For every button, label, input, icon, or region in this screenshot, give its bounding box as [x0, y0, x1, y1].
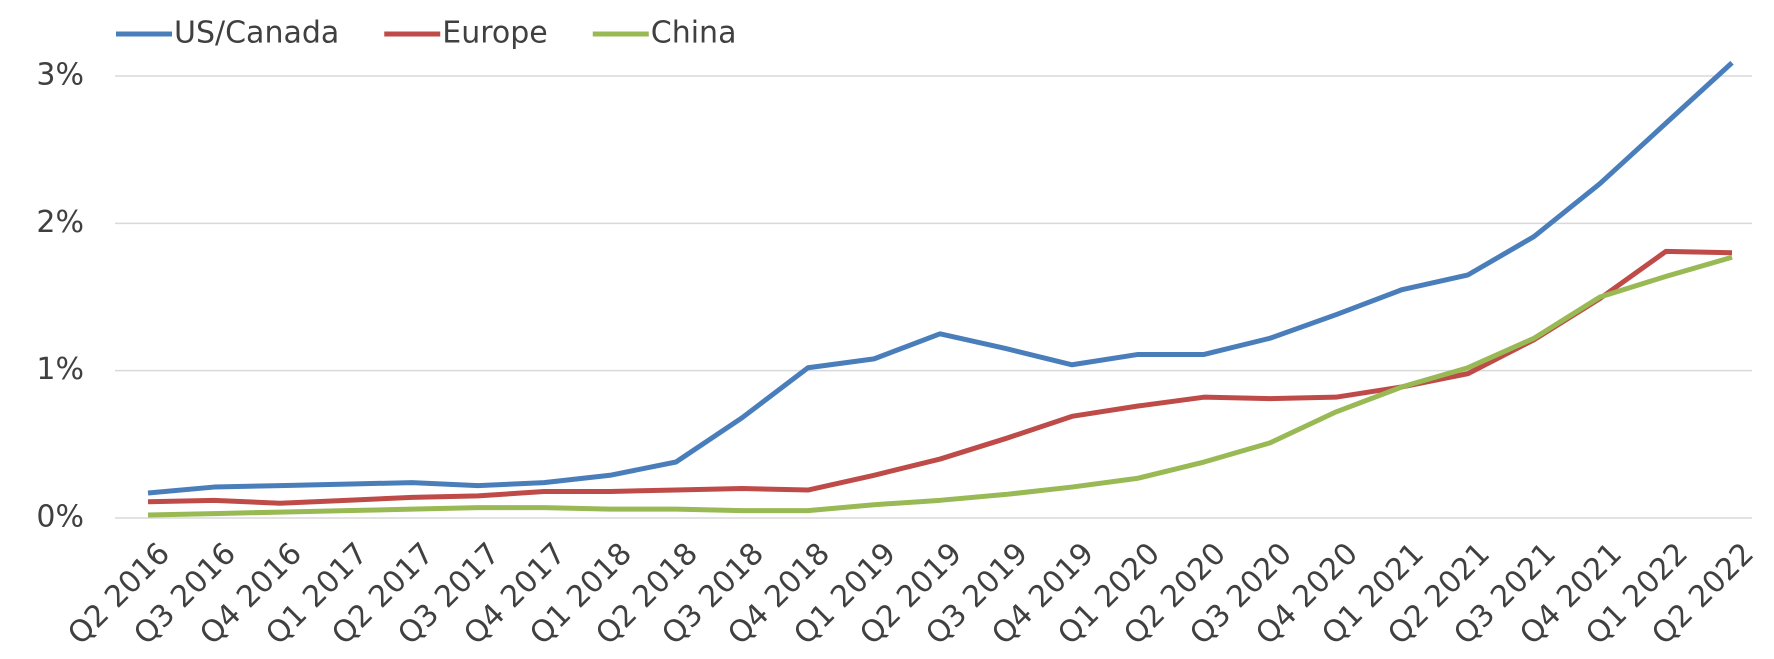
y-tick-label: 3% [36, 58, 84, 93]
y-tick-label: 1% [36, 352, 84, 387]
y-tick-label: 0% [36, 500, 84, 535]
line-series [147, 248, 1733, 506]
line-series [147, 254, 1733, 518]
y-tick-label: 2% [36, 205, 84, 240]
legend-label: China [651, 16, 737, 51]
legend-label: Europe [442, 16, 548, 51]
legend-label: US/Canada [174, 16, 339, 51]
line-series [147, 60, 1734, 496]
